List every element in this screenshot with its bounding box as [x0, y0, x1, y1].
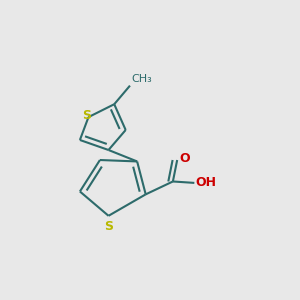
- Text: CH₃: CH₃: [131, 74, 152, 84]
- Text: OH: OH: [196, 176, 217, 189]
- Text: O: O: [179, 152, 190, 165]
- Text: S: S: [82, 109, 91, 122]
- Text: S: S: [104, 220, 113, 233]
